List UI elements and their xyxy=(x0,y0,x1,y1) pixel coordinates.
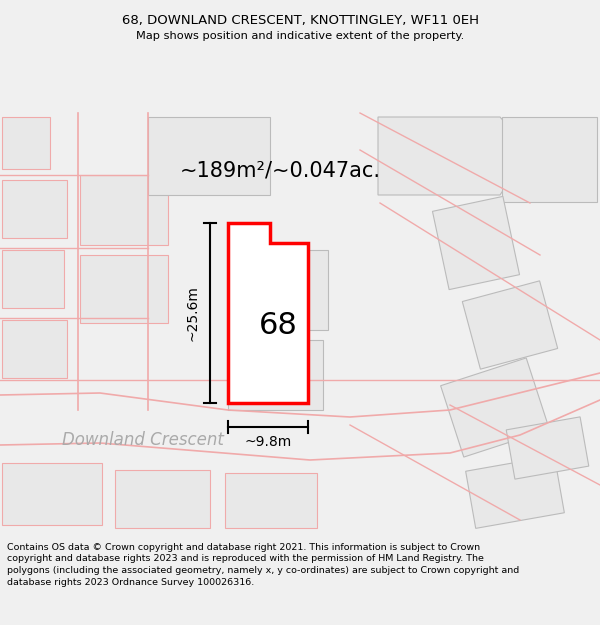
Polygon shape xyxy=(80,255,168,323)
Text: ~189m²/~0.047ac.: ~189m²/~0.047ac. xyxy=(179,160,380,180)
Text: 68: 68 xyxy=(259,311,298,339)
Polygon shape xyxy=(80,175,168,245)
Polygon shape xyxy=(463,281,557,369)
Polygon shape xyxy=(502,117,597,202)
Text: Downland Crescent: Downland Crescent xyxy=(62,431,224,449)
Polygon shape xyxy=(2,180,67,238)
Polygon shape xyxy=(466,456,565,528)
Polygon shape xyxy=(506,417,589,479)
Polygon shape xyxy=(2,250,64,308)
Polygon shape xyxy=(225,473,317,528)
Text: Contains OS data © Crown copyright and database right 2021. This information is : Contains OS data © Crown copyright and d… xyxy=(7,542,520,587)
Polygon shape xyxy=(115,470,210,528)
Polygon shape xyxy=(148,117,270,195)
Polygon shape xyxy=(228,340,323,410)
Polygon shape xyxy=(2,463,102,525)
Polygon shape xyxy=(228,223,308,403)
Polygon shape xyxy=(440,358,550,457)
Polygon shape xyxy=(378,117,530,195)
Polygon shape xyxy=(228,250,328,330)
Polygon shape xyxy=(2,117,50,169)
Polygon shape xyxy=(433,196,520,289)
Text: ~25.6m: ~25.6m xyxy=(186,285,200,341)
Text: 68, DOWNLAND CRESCENT, KNOTTINGLEY, WF11 0EH: 68, DOWNLAND CRESCENT, KNOTTINGLEY, WF11… xyxy=(121,14,479,27)
Text: ~9.8m: ~9.8m xyxy=(244,435,292,449)
Polygon shape xyxy=(2,320,67,378)
Text: Map shows position and indicative extent of the property.: Map shows position and indicative extent… xyxy=(136,31,464,41)
